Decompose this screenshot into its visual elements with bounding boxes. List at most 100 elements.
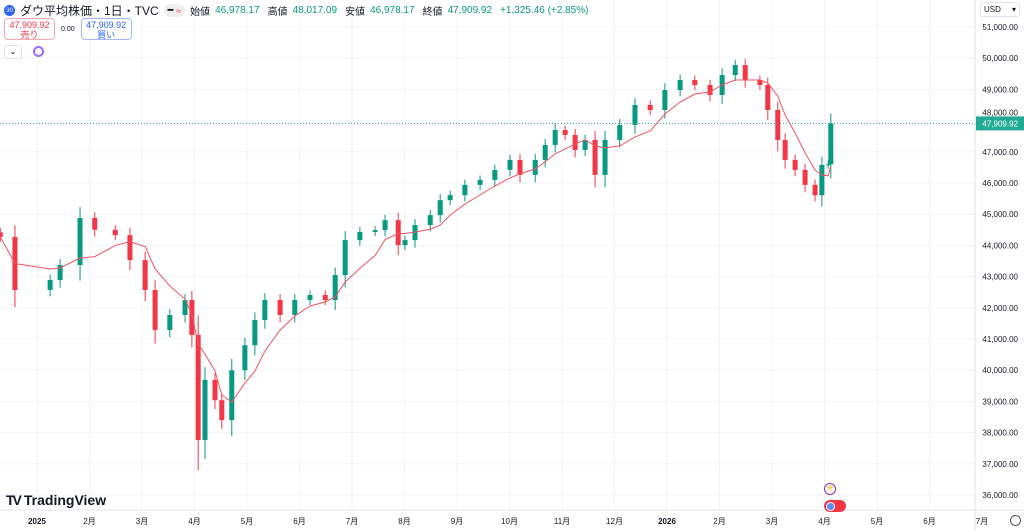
candle-up <box>447 195 453 201</box>
y-tick-label: 49,000.00 <box>982 85 1018 94</box>
settings-gear-icon[interactable] <box>1010 515 1021 526</box>
currency-select[interactable]: USD ▾ <box>980 2 1020 17</box>
candle-up <box>252 319 258 346</box>
candle-down <box>765 85 771 110</box>
candle-up <box>582 139 588 150</box>
y-tick-label: 47,000.00 <box>982 148 1018 157</box>
candle-down <box>517 159 523 175</box>
candle-up <box>662 90 668 110</box>
buy-price: 47,909.92 <box>86 20 127 30</box>
sell-button[interactable]: 47,909.92 売り <box>4 18 55 40</box>
candle-down <box>742 65 748 81</box>
x-tick-label: 2025 <box>28 517 46 526</box>
candle-down <box>647 105 653 110</box>
close-value: 47,909.92 <box>447 5 493 16</box>
x-tick-label: 6月 <box>923 517 935 526</box>
sync-icon[interactable] <box>33 46 44 57</box>
candle-down <box>757 80 763 86</box>
candle-down <box>92 217 98 230</box>
y-tick-label: 45,000.00 <box>982 210 1018 219</box>
brand-name: TradingView <box>23 492 107 508</box>
last-price-label: 47,909.92 <box>982 119 1018 128</box>
candle-down <box>562 129 568 135</box>
x-tick-label: 12月 <box>606 517 623 526</box>
candle-down <box>692 80 698 86</box>
approx-icon: ≈ <box>176 5 182 16</box>
symbol-legend: 30 ダウ平均株価・1日・TVC ━ ≈ 始値 46,978.17 高値 48,017… <box>4 2 591 19</box>
candle-up <box>632 105 638 125</box>
high-label: 高値 <box>267 7 288 18</box>
high-value: 48,017.09 <box>292 5 338 16</box>
candle-down <box>0 232 3 237</box>
open-value: 46,978.17 <box>215 5 260 16</box>
x-tick-label: 8月 <box>398 517 410 526</box>
indicator-toggle[interactable]: ━ ≈ <box>163 4 186 17</box>
candle-up <box>532 159 538 175</box>
event-lightning-icon[interactable]: ⚡ <box>824 483 836 495</box>
x-tick-label: 11月 <box>554 517 570 526</box>
candle-up <box>182 300 188 315</box>
candle-up <box>542 144 548 160</box>
y-tick-label: 50,000.00 <box>982 54 1018 63</box>
chevron-down-icon: ▾ <box>1011 5 1016 14</box>
candle-up <box>342 240 348 276</box>
buy-button[interactable]: 47,909.92 買い <box>80 18 132 40</box>
candle-down <box>782 139 788 160</box>
buy-label: 買い <box>97 30 116 40</box>
candle-down <box>189 300 195 335</box>
candle-up <box>167 314 173 330</box>
x-tick-label: 2026 <box>658 517 676 526</box>
x-tick-label: 7月 <box>976 517 988 526</box>
x-tick-label: 5月 <box>871 517 883 526</box>
candle-down <box>142 260 148 291</box>
y-tick-label: 36,000.00 <box>982 491 1018 500</box>
symbol-title[interactable]: ダウ平均株価・1日・TVC <box>20 4 159 18</box>
y-tick-label: 39,000.00 <box>982 397 1018 406</box>
low-label: 安値 <box>345 7 366 18</box>
candle-up <box>427 215 433 226</box>
candle-up <box>412 225 418 241</box>
candle-up <box>617 124 623 140</box>
y-tick-label: 37,000.00 <box>982 460 1018 469</box>
tradingview-logo[interactable]: TV TradingView <box>6 492 106 508</box>
candle-down <box>322 295 328 300</box>
candle-down <box>112 229 118 236</box>
candle-down <box>572 134 578 150</box>
x-tick-label: 7月 <box>346 517 358 526</box>
candle-down <box>775 109 781 140</box>
last-price-badge <box>976 116 1024 131</box>
candle-up <box>462 184 468 196</box>
candle-up <box>262 300 268 320</box>
candle-down <box>802 169 808 185</box>
y-tick-label: 43,000.00 <box>982 273 1018 282</box>
tv-logo-icon: TV <box>6 492 22 508</box>
y-tick-label: 51,000.00 <box>982 23 1018 32</box>
x-tick-label: 4月 <box>188 517 200 526</box>
candle-down <box>812 184 818 196</box>
x-tick-label: 2月 <box>713 517 725 526</box>
candle-up <box>437 200 443 216</box>
candle-up <box>492 169 498 180</box>
spread-value: 0.00 <box>61 25 75 33</box>
candle-down <box>212 379 218 401</box>
candle-up <box>77 217 83 266</box>
y-tick-label: 38,000.00 <box>982 429 1018 438</box>
candle-up <box>402 240 408 246</box>
candle-up <box>292 300 298 315</box>
x-tick-label: 4月 <box>818 517 830 526</box>
candle-up <box>57 265 63 281</box>
candle-down <box>792 159 798 170</box>
candle-down <box>219 400 225 421</box>
low-value: 46,978.17 <box>370 5 415 16</box>
candle-up <box>332 275 338 300</box>
candle-down <box>127 235 133 261</box>
candle-up <box>307 295 313 300</box>
event-us-flag-icon[interactable] <box>824 500 846 512</box>
x-tick-label: 6月 <box>293 517 305 526</box>
y-tick-label: 46,000.00 <box>982 179 1018 188</box>
candle-up <box>602 139 608 175</box>
currency-label: USD <box>984 5 1001 14</box>
collapse-legend-chevron-icon[interactable]: ⌄ <box>4 45 22 59</box>
candle-up <box>47 280 53 291</box>
